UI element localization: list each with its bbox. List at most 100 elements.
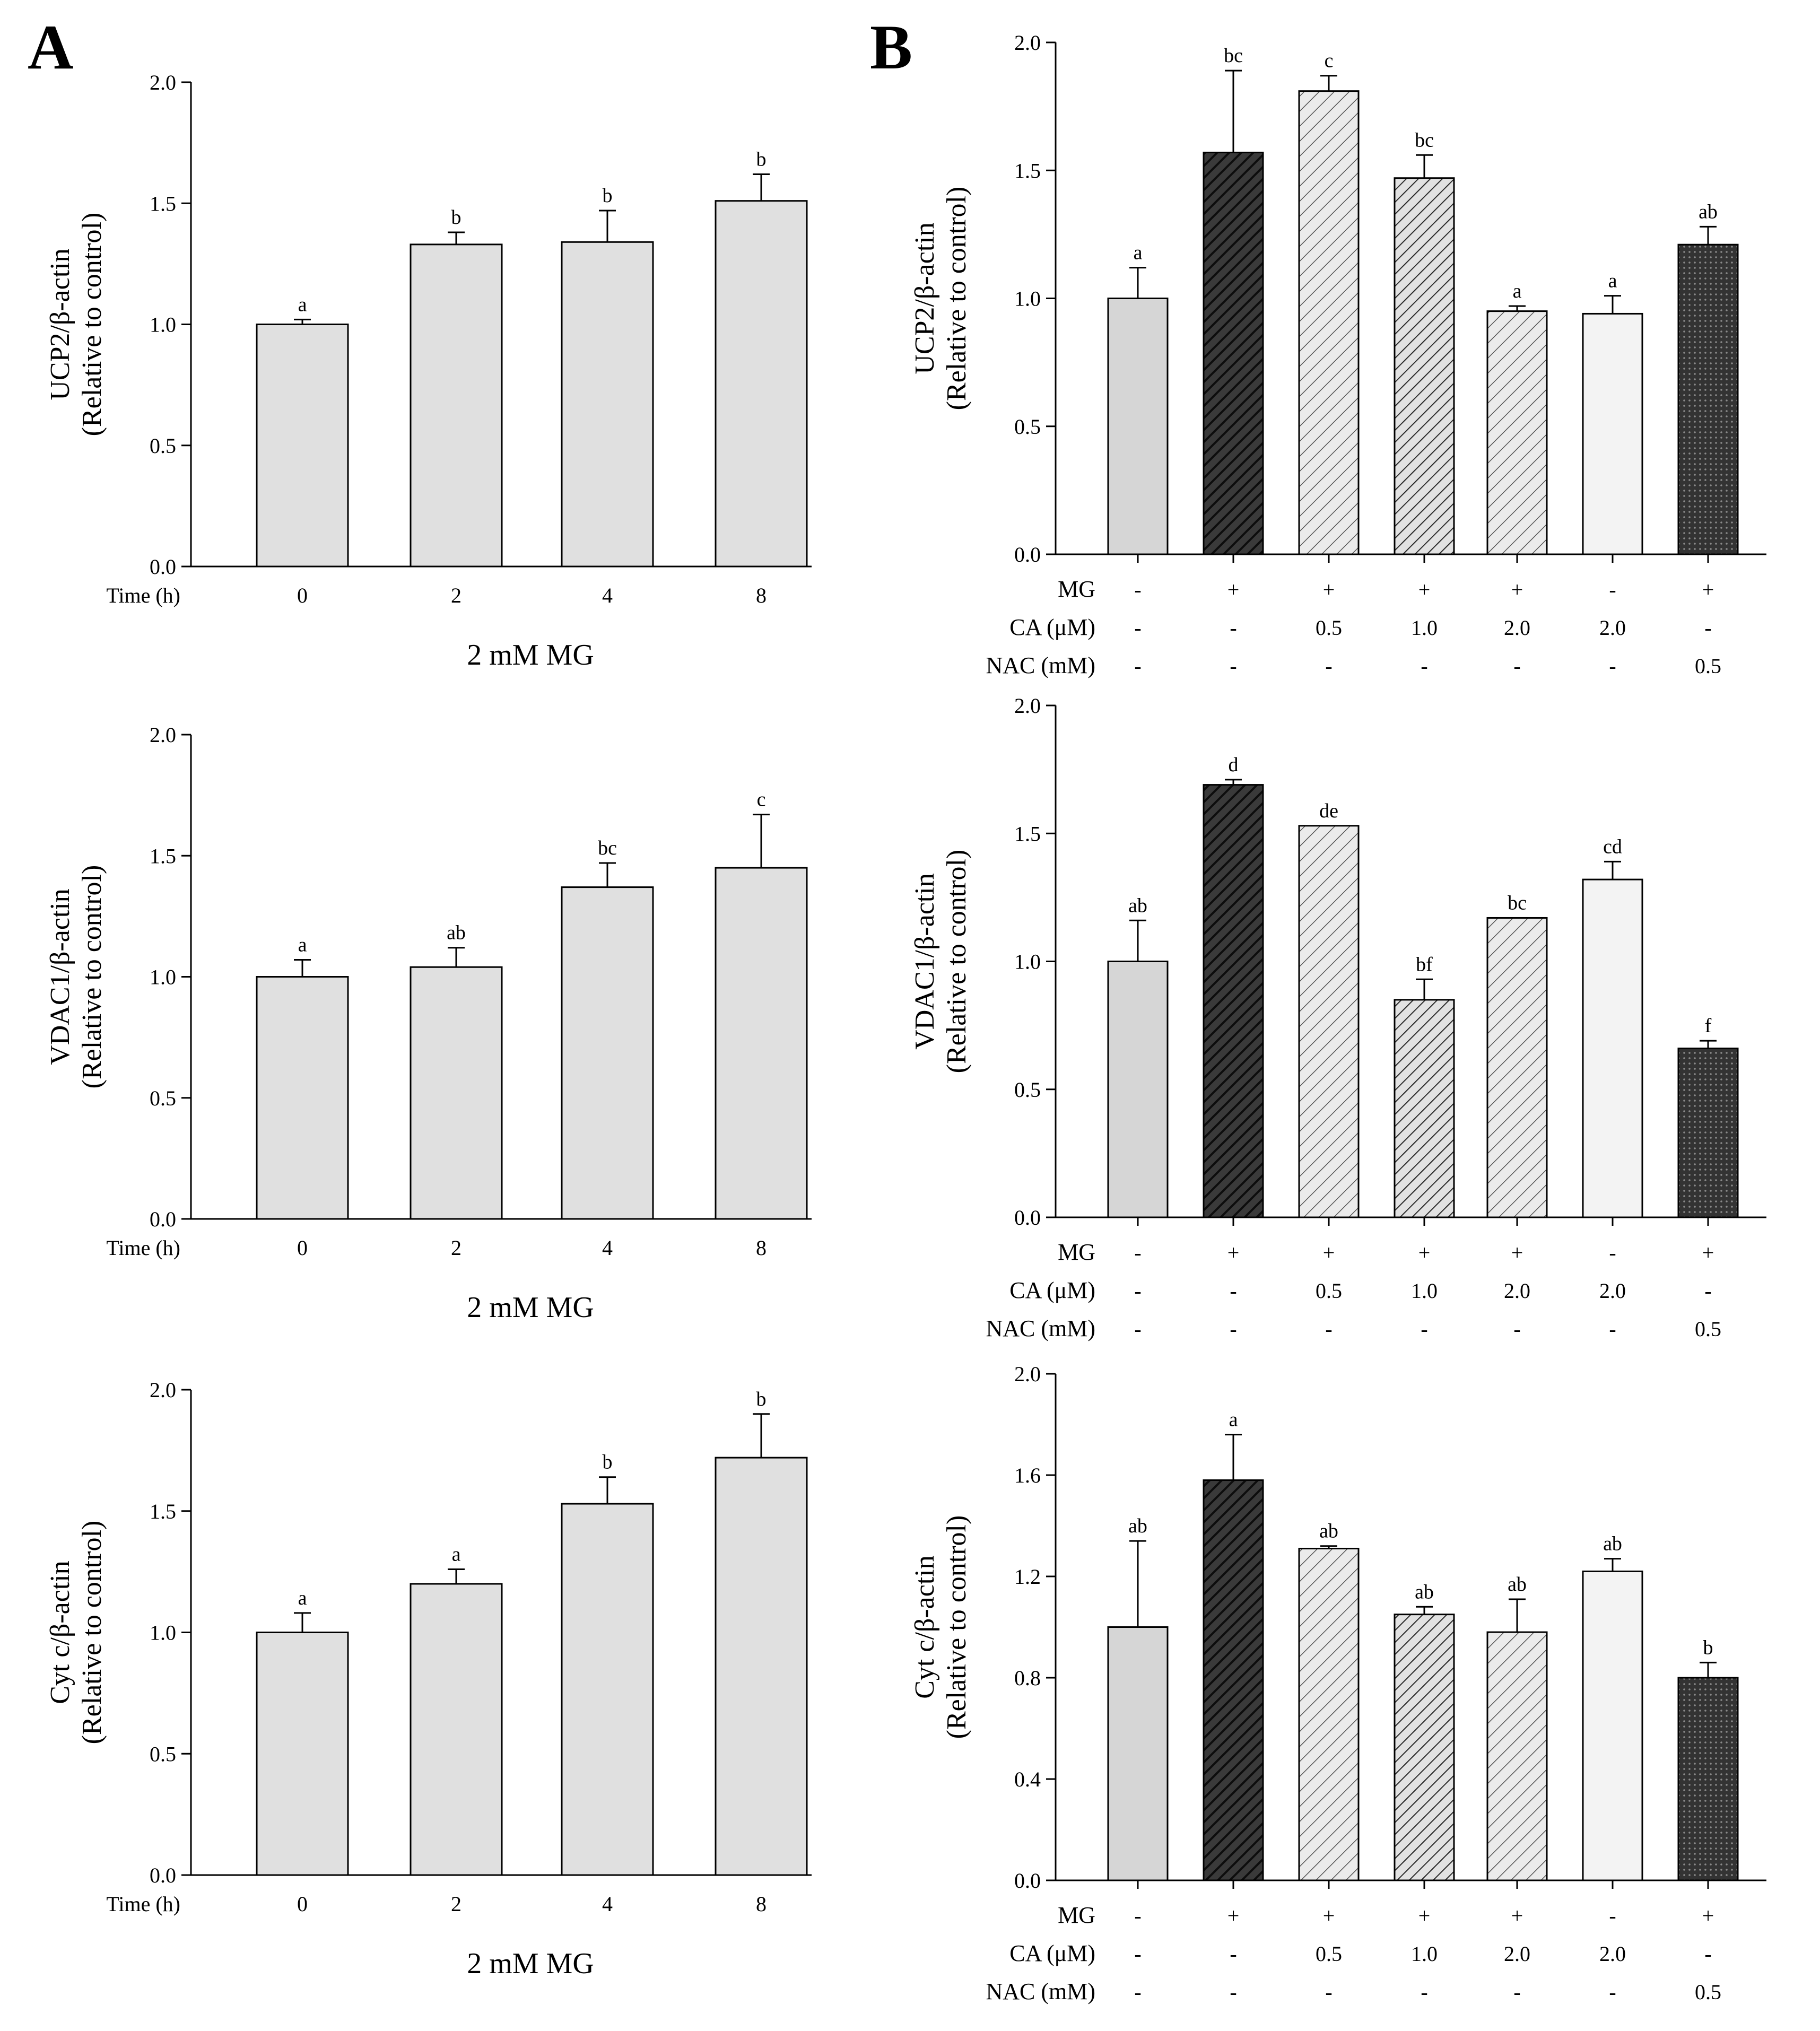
chart-B1: 0.0 0.5 1.0 1.5 2.0 UCP2/β-actin (Relative to … — [910, 31, 1766, 678]
treatment-value: - — [1230, 1942, 1236, 1966]
x-axis-title: 2 mM MG — [467, 1947, 594, 1980]
treatment-value: + — [1227, 1904, 1240, 1928]
bar-1 — [410, 243, 503, 568]
y-axis-subtitle: (Relative to control) — [77, 865, 107, 1089]
y-tick-label: 0.0 — [150, 555, 176, 579]
y-tick-label: 1.0 — [150, 1621, 176, 1645]
treatment-value: - — [1704, 1942, 1711, 1966]
treatment-value: 0.5 — [1695, 654, 1721, 678]
treatment-value: - — [1134, 616, 1141, 640]
chart-A3: 0.0 0.5 1.0 1.5 2.0 Cyt c/β-actin (Relative to… — [45, 1378, 812, 1980]
treatment-value: + — [1418, 578, 1431, 602]
treatment-value: - — [1609, 578, 1616, 602]
treatment-value: - — [1704, 616, 1711, 640]
treatment-value: - — [1230, 1317, 1236, 1341]
treatment-value: 2.0 — [1599, 1279, 1626, 1303]
y-tick-label: 0.5 — [1014, 415, 1041, 439]
y-tick-label: 0.5 — [150, 1086, 176, 1110]
y-tick-label: 1.5 — [150, 191, 176, 215]
bar-4 — [1486, 1631, 1548, 1881]
x-tick-label: 8 — [756, 1236, 767, 1260]
treatment-value: + — [1702, 1904, 1714, 1928]
treatment-row-label: NAC (mM) — [986, 1315, 1095, 1341]
significance-letter: ab — [1128, 894, 1147, 917]
bar-0 — [1107, 298, 1169, 555]
chart-A2: 0.0 0.5 1.0 1.5 2.0 VDAC1/β-actin (Relative to… — [45, 723, 812, 1324]
treatment-row-label: MG — [1058, 1902, 1095, 1928]
treatment-value: 2.0 — [1504, 616, 1530, 640]
bar-0 — [1107, 961, 1169, 1218]
significance-letter: b — [603, 185, 613, 207]
x-tick-label: 8 — [756, 1892, 767, 1916]
x-tick-label: 0 — [297, 583, 308, 607]
y-axis-subtitle: (Relative to control) — [77, 1521, 107, 1745]
y-tick-label: 2.0 — [1014, 694, 1041, 718]
y-tick-label: 0.5 — [1014, 1078, 1041, 1102]
y-tick-label: 0.0 — [150, 1207, 176, 1231]
treatment-value: - — [1609, 654, 1616, 678]
y-tick-label: 1.5 — [150, 844, 176, 868]
bar-1 — [410, 966, 503, 1220]
significance-letter: bc — [1415, 129, 1434, 151]
x-axis-title: 2 mM MG — [467, 1291, 594, 1324]
y-tick-label: 0.0 — [150, 1863, 176, 1887]
y-tick-label: 0.8 — [1014, 1666, 1041, 1690]
x-tick-label: 0 — [297, 1236, 308, 1260]
y-tick-label: 1.0 — [1014, 950, 1041, 974]
y-tick-label: 1.5 — [150, 1500, 176, 1523]
x-tick-label: 8 — [756, 583, 767, 607]
significance-letter: b — [1703, 1636, 1713, 1659]
treatment-value: + — [1323, 1904, 1335, 1928]
treatment-value: - — [1325, 1317, 1332, 1341]
y-axis-subtitle: (Relative to control) — [942, 187, 972, 411]
treatment-value: - — [1134, 578, 1141, 602]
treatment-value: - — [1325, 1980, 1332, 2004]
treatment-row-label: CA (μM) — [1009, 614, 1095, 640]
treatment-value: + — [1227, 1241, 1240, 1265]
significance-letter: ab — [1699, 201, 1718, 223]
treatment-value: 2.0 — [1599, 616, 1626, 640]
panel-label-a: A — [28, 12, 74, 82]
significance-letter: a — [298, 293, 307, 316]
bar-1 — [1203, 151, 1264, 555]
significance-letter: a — [1229, 1409, 1238, 1431]
bar-6 — [1677, 1048, 1739, 1218]
treatment-value: - — [1421, 654, 1427, 678]
bar-2 — [1298, 1547, 1360, 1881]
treatment-row-label: MG — [1058, 1239, 1095, 1265]
bar-0 — [256, 976, 349, 1220]
significance-letter: a — [298, 1587, 307, 1609]
bar-2 — [561, 241, 654, 568]
treatment-value: + — [1323, 578, 1335, 602]
treatment-value: - — [1134, 1904, 1141, 1928]
significance-letter: ab — [1415, 1581, 1434, 1603]
y-tick-label: 0.4 — [1014, 1767, 1041, 1791]
treatment-value: 0.5 — [1316, 616, 1342, 640]
y-axis-subtitle: (Relative to control) — [942, 1515, 972, 1739]
treatment-value: - — [1609, 1980, 1616, 2004]
treatment-value: + — [1702, 1241, 1714, 1265]
treatment-value: - — [1609, 1241, 1616, 1265]
chart-B2: 0.0 0.5 1.0 1.5 2.0 VDAC1/β-actin (Relative to… — [910, 694, 1766, 1341]
y-tick-label: 2.0 — [150, 1378, 176, 1402]
y-tick-label: 1.5 — [1014, 822, 1041, 845]
treatment-value: + — [1511, 1241, 1523, 1265]
y-tick-label: 1.2 — [1014, 1565, 1041, 1589]
treatment-value: - — [1513, 1980, 1520, 2004]
treatment-value: - — [1513, 1317, 1520, 1341]
treatment-value: - — [1134, 1942, 1141, 1966]
significance-letter: b — [756, 1388, 767, 1410]
bar-2 — [1298, 90, 1360, 555]
treatment-value: - — [1609, 1317, 1616, 1341]
significance-letter: bc — [1508, 892, 1527, 914]
y-tick-label: 2.0 — [150, 723, 176, 747]
bar-1 — [410, 1583, 503, 1876]
bar-0 — [256, 324, 349, 568]
y-tick-label: 1.5 — [1014, 159, 1041, 182]
significance-letter: bc — [1224, 45, 1243, 67]
significance-letter: b — [603, 1451, 613, 1474]
treatment-value: 2.0 — [1504, 1279, 1530, 1303]
x-tick-label: 0 — [297, 1892, 308, 1916]
significance-letter: cd — [1603, 835, 1622, 858]
y-tick-label: 0.5 — [150, 1742, 176, 1766]
